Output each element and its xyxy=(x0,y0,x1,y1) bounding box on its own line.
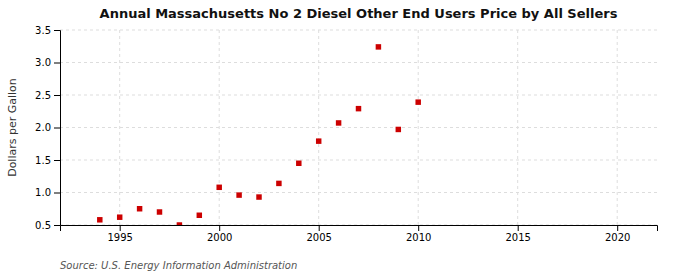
y-grid-line xyxy=(60,127,657,128)
y-tick: 3.5 xyxy=(35,25,60,36)
y-tick: 1.0 xyxy=(35,187,60,198)
x-axis: 1995 2000 2005 2010 2015 2020 xyxy=(61,225,658,243)
point xyxy=(117,214,122,219)
plot: 1995 2000 2005 2010 2015 2020 0.5 1.0 1.5 2.0 2.5 3… xyxy=(35,25,657,243)
y-grid-line xyxy=(60,160,657,161)
title: Annual Massachusetts No 2 Diesel Other E… xyxy=(100,6,618,21)
y-tick-label: 3.5 xyxy=(35,25,51,36)
x-tick: 2015 xyxy=(505,225,530,243)
y-tick-mark xyxy=(54,193,60,194)
y-tick-mark xyxy=(54,95,60,96)
x-tick-mark xyxy=(418,225,419,231)
y-tick-label: 0.5 xyxy=(35,220,51,231)
y-tick-mark xyxy=(54,225,60,226)
x-tick-label: 2015 xyxy=(505,232,530,243)
point xyxy=(216,185,221,190)
x-tick: 2005 xyxy=(306,225,331,243)
point xyxy=(276,181,281,186)
point xyxy=(316,138,321,143)
x-tick-mark xyxy=(219,225,220,231)
y-tick-label: 1.5 xyxy=(35,155,51,166)
y-tick: 2.0 xyxy=(35,122,60,133)
points xyxy=(97,44,421,225)
y-tick-mark xyxy=(54,30,60,31)
x-tick-mark xyxy=(617,225,618,231)
y-tick: 3.0 xyxy=(35,57,60,68)
x-tick-label: 2010 xyxy=(406,232,431,243)
grid xyxy=(60,30,657,225)
y-tick-label: 1.0 xyxy=(35,187,51,198)
y-grid-line xyxy=(60,95,657,96)
x-axis-line xyxy=(61,226,658,232)
y-tick-mark xyxy=(54,160,60,161)
y-grid-line xyxy=(60,62,657,63)
point xyxy=(396,127,401,132)
x-grid-line xyxy=(617,30,618,225)
x-tick-mark xyxy=(518,225,519,231)
point xyxy=(296,161,301,166)
y-tick-label: 3.0 xyxy=(35,57,51,68)
y-tick: 0.5 xyxy=(35,220,60,231)
point xyxy=(256,194,261,199)
x-tick: 1995 xyxy=(107,225,132,243)
y-tick: 1.5 xyxy=(35,155,60,166)
x-tick: 2020 xyxy=(605,225,630,243)
point xyxy=(336,120,341,125)
y-axis-title: Dollars per Gallon xyxy=(6,78,19,177)
point xyxy=(137,206,142,211)
point xyxy=(236,192,241,197)
x-tick-label: 2000 xyxy=(207,232,232,243)
x-tick: 2000 xyxy=(207,225,232,243)
point xyxy=(157,209,162,214)
x-tick: 2010 xyxy=(406,225,431,243)
point xyxy=(197,213,202,218)
y-tick-label: 2.5 xyxy=(35,90,51,101)
point xyxy=(97,217,102,222)
x-tick-mark xyxy=(120,225,121,231)
source-note: Source: U.S. Energy Information Administ… xyxy=(60,260,297,271)
x-grid-line xyxy=(418,30,419,225)
y-axis: 0.5 1.0 1.5 2.0 2.5 3.0 3.5 xyxy=(35,25,60,231)
y-tick: 2.5 xyxy=(35,90,60,101)
x-tick-label: 1995 xyxy=(107,232,132,243)
y-grid-line xyxy=(60,30,657,31)
point xyxy=(177,222,182,225)
y-tick-mark xyxy=(54,63,60,64)
point xyxy=(356,106,361,111)
x-tick-label: 2020 xyxy=(605,232,630,243)
y-axis-line xyxy=(54,31,61,226)
y-tick-label: 2.0 xyxy=(35,122,51,133)
x-tick-label: 2005 xyxy=(306,232,331,243)
point xyxy=(376,44,381,49)
y-grid-line xyxy=(60,192,657,193)
x-tick-mark xyxy=(319,225,320,231)
y-tick-mark xyxy=(54,128,60,129)
chart: 1995 2000 2005 2010 2015 2020 0.5 1.0 1.5 2.0 2.5 3… xyxy=(0,0,675,275)
point xyxy=(415,99,420,104)
